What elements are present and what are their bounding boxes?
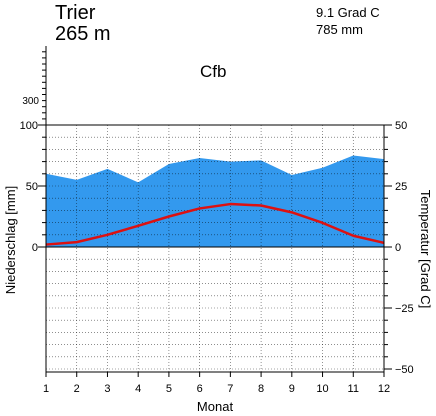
- right-tick-label: 25: [395, 181, 407, 193]
- temperature-line: [45, 202, 385, 246]
- right-tick-label: 0: [395, 242, 401, 254]
- x-tick-label: 2: [74, 383, 80, 395]
- x-tick-label: 5: [166, 383, 172, 395]
- precipitation-area: [46, 155, 384, 247]
- right-tick-label: −25: [395, 303, 414, 315]
- x-tick-label: 8: [258, 383, 264, 395]
- upper-axis-tick-label: 300: [22, 96, 39, 107]
- mean-temperature: 9.1 Grad C: [316, 5, 380, 20]
- annual-precipitation: 785 mm: [316, 22, 363, 37]
- x-tick-label: 9: [289, 383, 295, 395]
- left-tick-label: 100: [20, 120, 38, 132]
- right-tick-label: −50: [395, 364, 414, 376]
- x-tick-label: 12: [378, 383, 390, 395]
- x-axis-title: Monat: [197, 399, 234, 414]
- x-tick-label: 4: [135, 383, 141, 395]
- upper-precip-axis: 300: [22, 46, 47, 126]
- x-axis-ticks: 1 2 3 4 5 6 7 8 9 10 11 12: [43, 372, 390, 395]
- x-tick-label: 7: [227, 383, 233, 395]
- right-axis-ticks: 50 25 0 −25 −50: [384, 120, 414, 376]
- plot-frame: [45, 124, 385, 373]
- x-tick-label: 11: [348, 383, 359, 395]
- left-axis-title: Niederschlag [mm]: [3, 186, 18, 294]
- left-axis-ticks: 100 50 0: [20, 120, 46, 254]
- left-tick-label: 0: [32, 242, 38, 254]
- station-elevation: 265 m: [55, 23, 111, 45]
- x-tick-label: 6: [197, 383, 203, 395]
- right-axis-title: Temperatur [Grad C]: [418, 190, 433, 309]
- station-name: Trier: [55, 2, 96, 24]
- x-tick-label: 10: [316, 383, 328, 395]
- left-tick-label: 50: [26, 181, 38, 193]
- x-tick-label: 1: [43, 383, 49, 395]
- right-tick-label: 50: [395, 120, 407, 132]
- climate-class: Cfb: [200, 62, 226, 81]
- x-tick-label: 3: [104, 383, 110, 395]
